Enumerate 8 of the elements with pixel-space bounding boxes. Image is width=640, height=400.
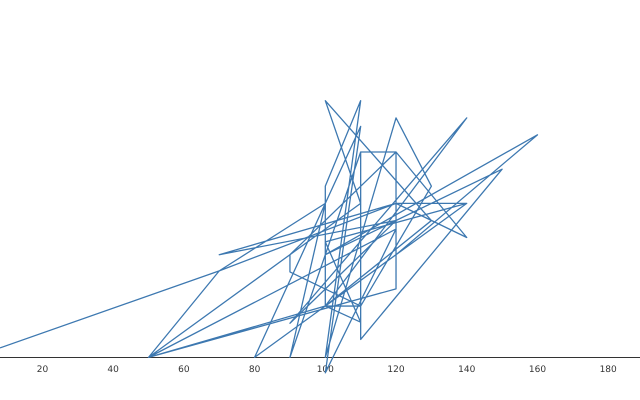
x-tick-label: 160 bbox=[528, 365, 546, 376]
x-tick-label: 40 bbox=[107, 365, 120, 376]
x-tick-label: 140 bbox=[458, 365, 476, 376]
x-tick-label: 60 bbox=[178, 365, 190, 376]
x-tick-label: 180 bbox=[600, 365, 618, 376]
x-tick-label: 20 bbox=[36, 365, 48, 376]
x-tick-label: 120 bbox=[387, 365, 405, 376]
x-tick-label: 80 bbox=[248, 365, 261, 376]
